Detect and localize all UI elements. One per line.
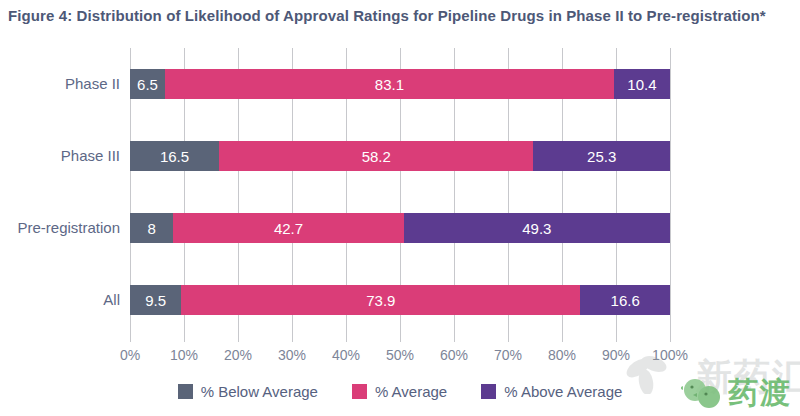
bar-segment: 10.4	[614, 69, 670, 99]
gridline	[670, 48, 671, 342]
bar-value-label: 58.2	[362, 148, 391, 165]
plot-area: Phase II6.583.110.4Phase III16.558.225.3…	[130, 48, 670, 338]
bar-segment: 6.5	[130, 69, 165, 99]
bar-value-label: 25.3	[587, 148, 616, 165]
x-axis-tick-label: 50%	[386, 347, 414, 363]
bar-segment: 58.2	[219, 141, 533, 171]
bar-value-label: 8	[147, 220, 155, 237]
legend-item: % Below Average	[178, 383, 318, 400]
x-axis-tick-label: 30%	[278, 347, 306, 363]
stacked-bar: 8 42.7 49.3	[130, 213, 670, 243]
bar-value-label: 16.6	[611, 292, 640, 309]
bar-value-label: 10.4	[627, 76, 656, 93]
watermark-logo: 药渡	[681, 373, 792, 414]
legend-swatch-icon	[352, 384, 367, 399]
bar-segment: 8	[130, 213, 173, 243]
category-label: Phase III	[0, 141, 120, 171]
category-label: All	[0, 285, 120, 315]
ducks-icon	[681, 377, 725, 411]
legend-item: % Average	[352, 383, 447, 400]
bar-value-label: 16.5	[160, 148, 189, 165]
bar-value-label: 49.3	[522, 220, 551, 237]
bar-row: Phase III16.558.225.3	[130, 141, 670, 171]
bar-value-label: 73.9	[366, 292, 395, 309]
figure-container: Figure 4: Distribution of Likelihood of …	[0, 0, 800, 416]
legend-label: % Above Average	[504, 383, 622, 400]
category-label: Pre-registration	[0, 213, 120, 243]
bar-row: All9.573.916.6	[130, 285, 670, 315]
x-axis-tick-label: 40%	[332, 347, 360, 363]
bar-segment: 42.7	[173, 213, 404, 243]
x-axis-tick-label: 70%	[494, 347, 522, 363]
legend-item: % Above Average	[481, 383, 622, 400]
stacked-bar: 6.5 83.1 10.4	[130, 69, 670, 99]
bar-value-label: 83.1	[375, 76, 404, 93]
x-axis-tick-label: 60%	[440, 347, 468, 363]
stacked-bar: 9.5 73.9 16.6	[130, 285, 670, 315]
bar-value-label: 42.7	[274, 220, 303, 237]
bar-segment: 49.3	[404, 213, 670, 243]
legend-label: % Average	[375, 383, 447, 400]
petal-icon	[624, 354, 672, 394]
legend-label: % Below Average	[201, 383, 318, 400]
x-axis-tick-label: 20%	[224, 347, 252, 363]
bar-row: Phase II6.583.110.4	[130, 69, 670, 99]
bar-segment: 16.5	[130, 141, 219, 171]
legend: % Below Average % Average % Above Average	[0, 383, 800, 400]
bar-segment: 16.6	[580, 285, 670, 315]
category-label: Phase II	[0, 69, 120, 99]
stacked-bar: 16.5 58.2 25.3	[130, 141, 670, 171]
bar-segment: 73.9	[181, 285, 580, 315]
x-axis-tick-label: 10%	[170, 347, 198, 363]
bar-row: Pre-registration842.749.3	[130, 213, 670, 243]
bar-segment: 83.1	[165, 69, 614, 99]
bar-segment: 25.3	[533, 141, 670, 171]
bar-value-label: 9.5	[145, 292, 166, 309]
yaodu-logo-text: 药渡	[728, 373, 792, 414]
bar-value-label: 6.5	[137, 76, 158, 93]
figure-title: Figure 4: Distribution of Likelihood of …	[8, 7, 766, 24]
x-axis-tick-label: 80%	[548, 347, 576, 363]
x-axis-tick-label: 0%	[120, 347, 140, 363]
legend-swatch-icon	[178, 384, 193, 399]
bar-segment: 9.5	[130, 285, 181, 315]
legend-swatch-icon	[481, 384, 496, 399]
